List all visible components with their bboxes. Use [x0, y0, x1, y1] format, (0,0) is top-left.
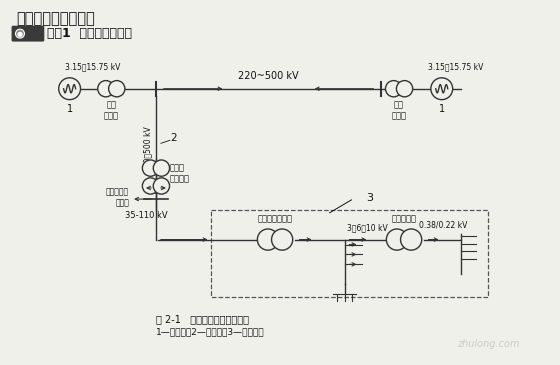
Text: 3.15～15.75 kV: 3.15～15.75 kV: [428, 63, 483, 72]
Text: 1—发电厂；2—电力网；3—配电系统: 1—发电厂；2—电力网；3—配电系统: [156, 327, 264, 336]
Text: 大型建筑变电站: 大型建筑变电站: [258, 215, 292, 224]
Circle shape: [153, 160, 170, 176]
Circle shape: [396, 81, 413, 97]
Text: 0.38/0.22 kV: 0.38/0.22 kV: [419, 220, 467, 230]
Circle shape: [97, 81, 114, 97]
Text: 2: 2: [170, 133, 176, 143]
Text: 1: 1: [438, 104, 445, 114]
FancyBboxPatch shape: [12, 26, 44, 42]
Circle shape: [142, 178, 158, 194]
Text: 一、供电系统的组成: 一、供电系统的组成: [16, 11, 95, 26]
Text: 楼宇变电站: 楼宇变电站: [391, 215, 417, 224]
Text: 升压
变电站: 升压 变电站: [104, 101, 119, 121]
Text: 35-110 kV: 35-110 kV: [125, 211, 167, 220]
Text: 地区降
压变电站: 地区降 压变电站: [170, 163, 190, 183]
Circle shape: [386, 229, 408, 250]
Text: 220～500 kV: 220～500 kV: [143, 126, 152, 172]
Circle shape: [258, 229, 278, 250]
Circle shape: [142, 160, 158, 176]
Circle shape: [272, 229, 293, 250]
Text: zhulong.com: zhulong.com: [457, 339, 520, 349]
Bar: [211, 210, 488, 297]
Text: 1: 1: [67, 104, 73, 114]
Text: 至其他企业
或城镇: 至其他企业 或城镇: [106, 187, 129, 207]
Circle shape: [59, 78, 81, 100]
Text: ●: ●: [17, 31, 23, 36]
Text: 升压
变电站: 升压 变电站: [391, 101, 407, 121]
Circle shape: [153, 178, 170, 194]
Circle shape: [109, 81, 125, 97]
Circle shape: [16, 29, 25, 38]
Text: 3: 3: [366, 193, 373, 203]
Text: 图 2-1   电力系统的组成示意图: 图 2-1 电力系统的组成示意图: [156, 314, 249, 324]
Text: 220~500 kV: 220~500 kV: [238, 71, 298, 81]
Circle shape: [385, 81, 402, 97]
Circle shape: [400, 229, 422, 250]
Text: 3、6、10 kV: 3、6、10 kV: [348, 224, 388, 233]
Text: 图解1  电力系统的组成: 图解1 电力系统的组成: [47, 27, 132, 40]
Circle shape: [431, 78, 452, 100]
Text: 3.15～15.75 kV: 3.15～15.75 kV: [64, 63, 120, 72]
